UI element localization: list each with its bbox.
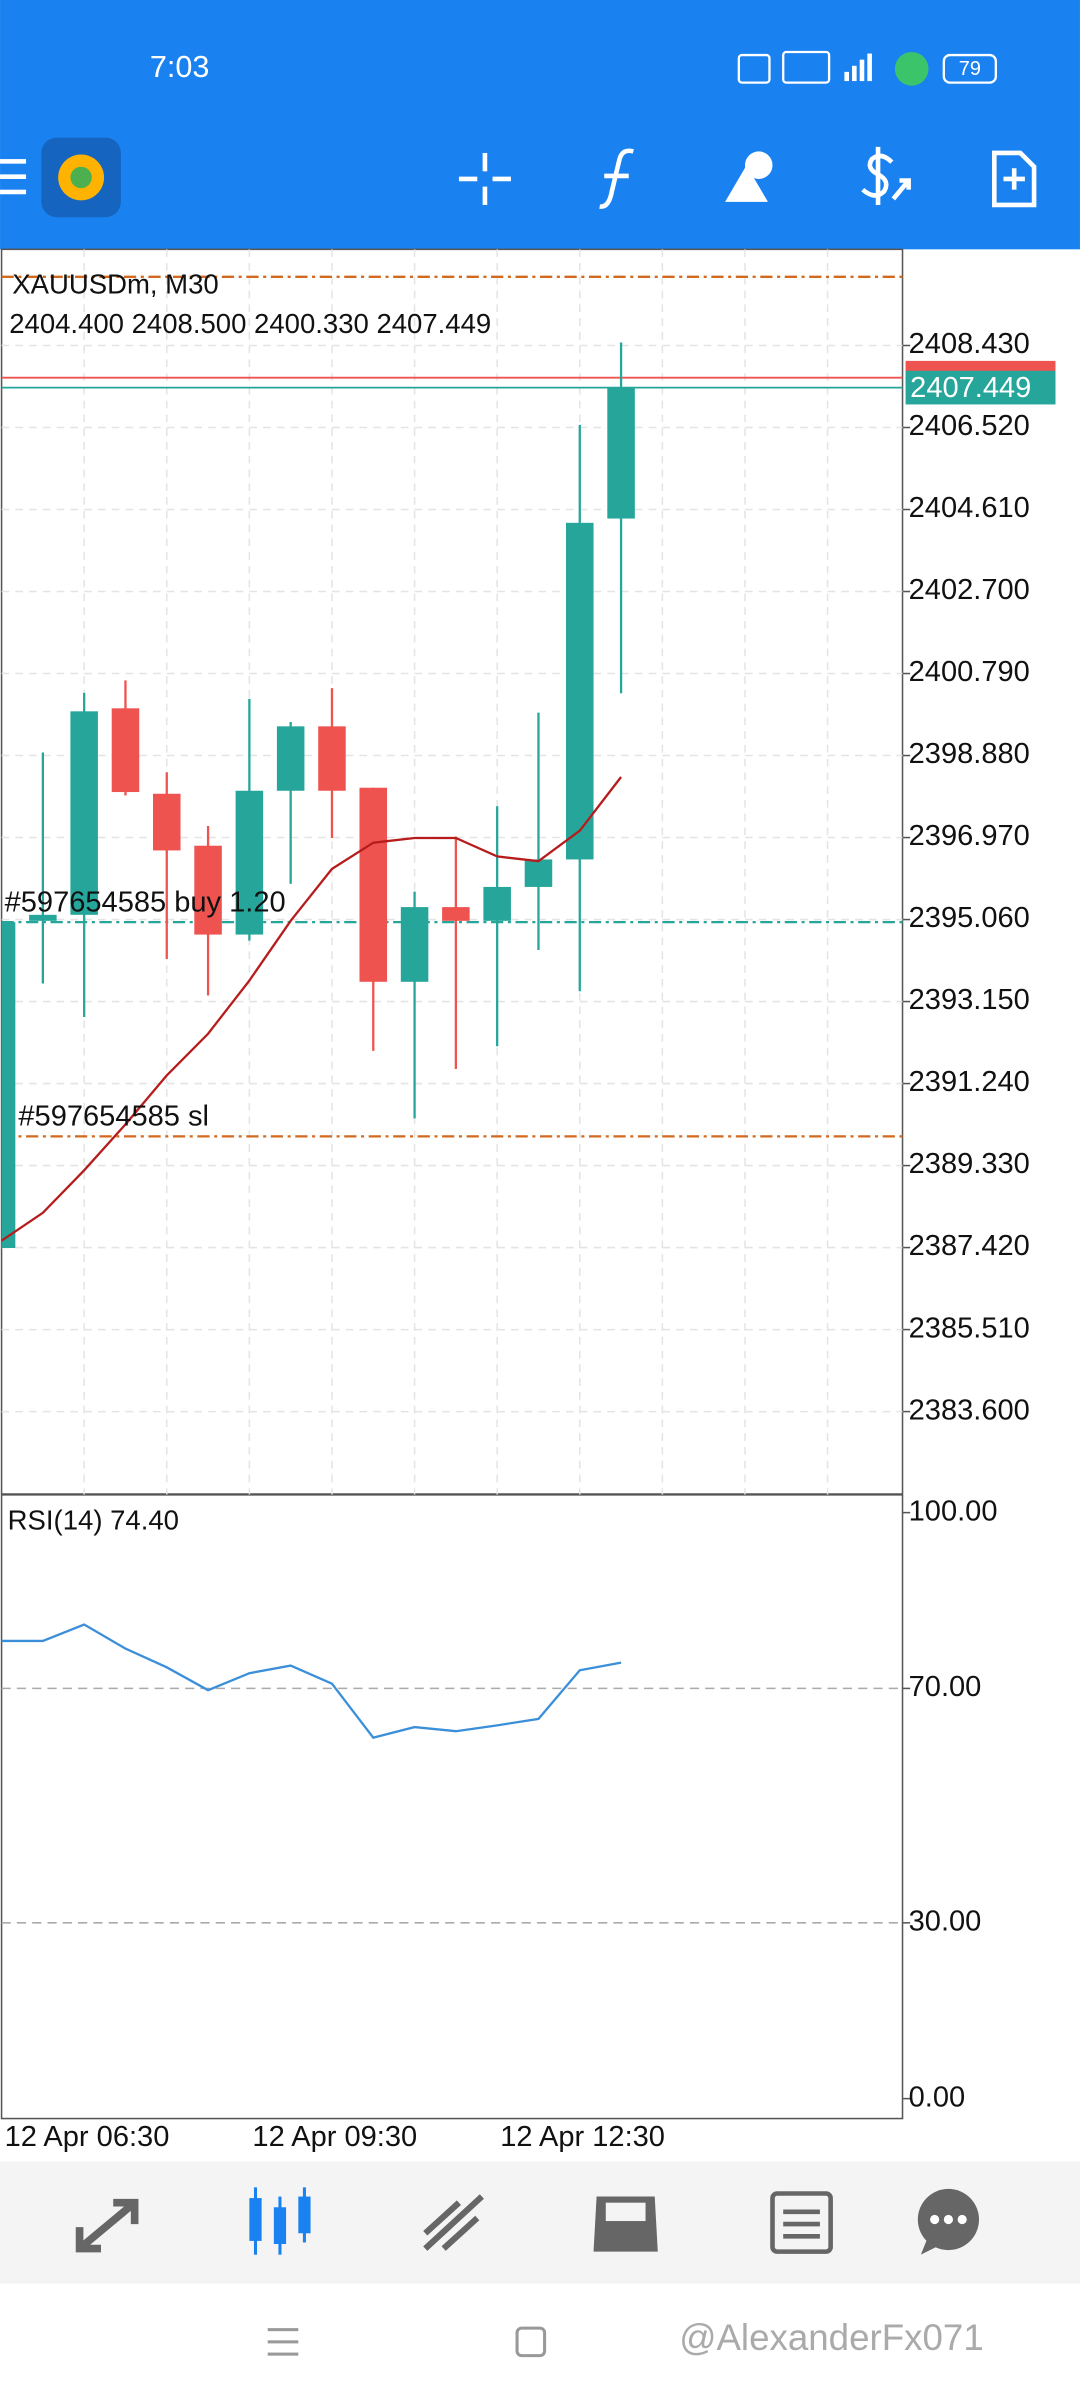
rsi-panel [1,1623,903,1924]
candle-body [1,922,16,1249]
chart-tab[interactable] [249,2187,311,2255]
watermark: @AlexanderFx071 [679,2317,984,2358]
app-header [0,0,1080,250]
x-tick-label: 12 Apr 12:30 [500,2121,665,2153]
chart-symbol: XAUUSDm, M30 [12,268,218,299]
status-time: 7:03 [150,50,210,84]
y-tick-label: 2400.790 [909,656,1030,688]
rsi-line [1,1623,622,1739]
candle-body [111,708,140,793]
y-tick-label: 2387.420 [909,1230,1030,1262]
axes: 2408.430 2406.520 2404.610 2402.700 2400.790… [5,328,1056,2153]
rsi-tick-label: 100.00 [909,1495,998,1527]
y-tick-label: 2402.700 [909,574,1030,606]
y-tick-label: 2389.330 [909,1148,1030,1180]
trade-button[interactable] [861,146,911,205]
trade-tab[interactable] [423,2194,484,2251]
quotes-tab[interactable] [75,2198,139,2253]
bid-label: 2407.449 [910,372,1031,404]
moving-average [1,776,622,1242]
candle-body [29,914,57,921]
y-tick-label: 2391.240 [909,1066,1030,1098]
battery-level: 79 [959,58,981,80]
y-tick-label: 2396.970 [909,820,1030,852]
objects-button[interactable] [725,151,773,202]
history-tab[interactable] [593,2196,658,2252]
bid-tag [905,370,1056,405]
new-order-button[interactable] [992,150,1037,208]
candle-body [524,859,553,887]
candle-body [194,845,222,935]
x-tick-label: 12 Apr 06:30 [5,2121,170,2153]
indicators-button[interactable] [599,148,634,209]
candle-body [276,726,305,791]
rsi-title: RSI(14) 74.40 [8,1504,179,1535]
candle-body [153,793,181,851]
order-label: #597654585 buy 1.20 [5,886,286,918]
y-tick-label: 2383.600 [909,1394,1030,1426]
y-tick-label: 2393.150 [909,984,1030,1016]
candle-body [235,790,264,935]
recents-button[interactable] [267,2328,299,2356]
system-nav [0,2283,1080,2400]
candle-body [442,907,470,921]
rsi-tick-label: 0.00 [909,2081,966,2113]
y-tick-label: 2408.430 [909,328,1030,360]
ohlc-readout: 2404.400 2408.500 2400.330 2407.449 [9,308,491,339]
chart-frame [0,248,904,2120]
x-tick-label: 12 Apr 09:30 [252,2121,417,2153]
order-label: #597654585 sl [18,1101,209,1133]
candle-body [607,387,635,519]
status-icons [737,50,997,86]
candle-body [359,787,388,982]
y-tick-label: 2385.510 [909,1312,1030,1344]
y-tick-label: 2395.060 [909,902,1030,934]
news-tab[interactable] [770,2191,833,2254]
y-tick-label: 2404.610 [909,492,1030,524]
rsi-tick-label: 70.00 [909,1671,982,1703]
y-tick-label: 2398.880 [909,738,1030,770]
candle-body [400,907,429,982]
bottom-nav [0,2161,1080,2284]
messages-tab[interactable] [917,2188,980,2255]
price-panel [1,249,903,1495]
candle-body [566,522,594,860]
app-logo[interactable] [41,137,121,218]
menu-button[interactable] [0,159,27,195]
candle-body [70,711,98,915]
candle-body [483,886,511,921]
rsi-tick-label: 30.00 [909,1905,982,1937]
candle-body [318,726,346,791]
home-button[interactable] [515,2326,547,2358]
y-tick-label: 2406.520 [909,410,1030,442]
crosshair-button[interactable] [458,152,511,205]
